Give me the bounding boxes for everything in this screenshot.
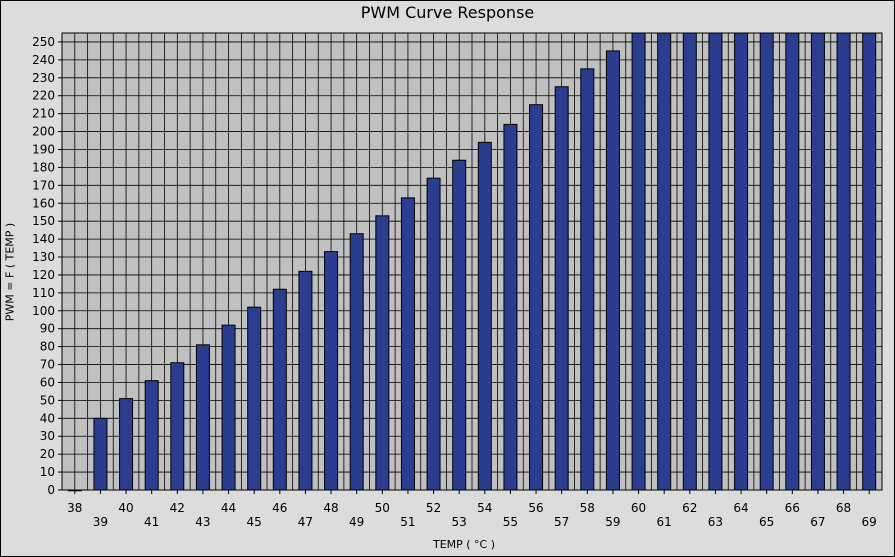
x-tick-label: 48	[323, 501, 338, 515]
y-tick-label: 250	[32, 35, 55, 49]
y-tick-label: 220	[32, 89, 55, 103]
y-tick-label: 90	[40, 322, 55, 336]
y-tick-label: 140	[32, 232, 55, 246]
bar-42	[170, 362, 185, 491]
x-tick-label: 62	[682, 501, 697, 515]
bar-56	[529, 104, 544, 491]
y-tick-label: 20	[40, 447, 55, 461]
y-tick-label: 150	[32, 214, 55, 228]
bar-53	[452, 159, 467, 491]
bar-51	[400, 197, 415, 491]
y-tick-label: 100	[32, 304, 55, 318]
x-tick-label: 51	[400, 515, 415, 529]
x-tick-label: 61	[657, 515, 672, 529]
bar-61	[657, 32, 672, 491]
bar-47	[298, 270, 313, 491]
y-tick-label: 60	[40, 375, 55, 389]
y-tick-label: 120	[32, 268, 55, 282]
y-tick-label: 70	[40, 358, 55, 372]
bar-66	[785, 32, 800, 491]
bar-39	[93, 417, 108, 491]
bar-68	[836, 32, 851, 491]
x-tick-label: 38	[67, 501, 82, 515]
x-tick-label: 65	[759, 515, 774, 529]
bar-60	[631, 32, 646, 491]
bar-44	[221, 324, 236, 491]
y-tick-label: 230	[32, 71, 55, 85]
bar-67	[810, 32, 825, 491]
y-tick-label: 170	[32, 178, 55, 192]
x-tick-label: 54	[477, 501, 492, 515]
y-tick-label: 200	[32, 125, 55, 139]
x-tick-label: 47	[298, 515, 313, 529]
x-tick-label: 66	[785, 501, 800, 515]
bar-64	[734, 32, 749, 491]
x-tick-label: 59	[605, 515, 620, 529]
y-tick-label: 240	[32, 53, 55, 67]
chart-title: PWM Curve Response	[360, 3, 535, 22]
bar-55	[503, 123, 518, 491]
y-tick-label: 0	[47, 483, 55, 497]
bar-62	[682, 32, 697, 491]
x-tick-label: 68	[836, 501, 851, 515]
y-tick-label: 10	[40, 465, 55, 479]
bar-65	[759, 32, 774, 491]
bar-58	[580, 68, 595, 491]
bar-41	[144, 380, 159, 491]
x-tick-label: 44	[221, 501, 236, 515]
x-tick-label: 50	[375, 501, 390, 515]
bar-45	[247, 306, 262, 491]
bar-57	[554, 86, 569, 491]
bar-49	[349, 233, 364, 491]
x-tick-label: 41	[144, 515, 159, 529]
bar-46	[272, 288, 287, 491]
bar-50	[375, 215, 390, 491]
x-axis-title: TEMP ( °C )	[432, 538, 496, 551]
y-tick-label: 80	[40, 340, 55, 354]
y-tick-label: 210	[32, 107, 55, 121]
x-tick-label: 60	[631, 501, 646, 515]
x-tick-label: 45	[247, 515, 262, 529]
y-tick-label: 110	[32, 286, 55, 300]
x-tick-label: 53	[452, 515, 467, 529]
x-tick-label: 67	[810, 515, 825, 529]
x-tick-label: 69	[862, 515, 877, 529]
y-axis: 0 10 20 30 40 50 60 70 80 90 100 110 120 130 140 150 160…	[32, 35, 62, 497]
bar-43	[195, 344, 210, 491]
x-tick-label: 42	[170, 501, 185, 515]
y-tick-label: 180	[32, 160, 55, 174]
y-tick-label: 40	[40, 411, 55, 425]
y-tick-label: 160	[32, 196, 55, 210]
bar-40	[119, 398, 134, 491]
x-tick-label: 39	[93, 515, 108, 529]
bar-54	[477, 141, 492, 491]
bar-63	[708, 32, 723, 491]
x-tick-label: 40	[118, 501, 133, 515]
x-tick-label: 43	[195, 515, 210, 529]
bar-48	[324, 251, 339, 491]
y-tick-label: 50	[40, 393, 55, 407]
bar-59	[605, 50, 620, 491]
x-tick-label: 63	[708, 515, 723, 529]
bar-52	[426, 177, 441, 491]
x-tick-label: 64	[733, 501, 748, 515]
x-axis: 38 39 40 41 42 43 44 45 46 47 48 49 50 51 52 53 54 55 56 57…	[67, 490, 877, 529]
bars-layer	[67, 32, 877, 492]
y-tick-label: 190	[32, 142, 55, 156]
x-tick-label: 58	[580, 501, 595, 515]
y-tick-label: 30	[40, 429, 55, 443]
x-tick-label: 46	[272, 501, 287, 515]
x-tick-label: 56	[528, 501, 543, 515]
bar-69	[862, 32, 877, 491]
x-tick-label: 55	[503, 515, 518, 529]
x-tick-label: 52	[426, 501, 441, 515]
x-tick-label: 49	[349, 515, 364, 529]
x-tick-label: 57	[554, 515, 569, 529]
y-tick-label: 130	[32, 250, 55, 264]
